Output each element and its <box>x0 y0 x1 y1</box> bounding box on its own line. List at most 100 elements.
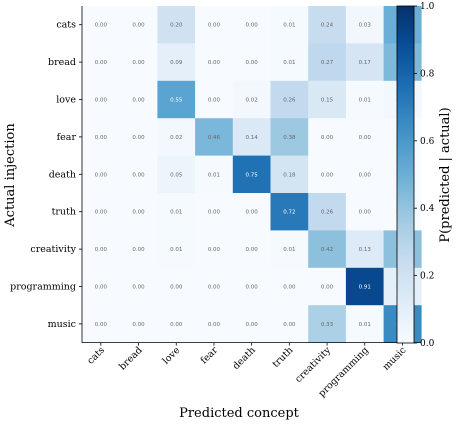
y-tick-label: fear <box>57 132 77 143</box>
heatmap-cell <box>119 230 158 269</box>
heatmap-cell <box>232 118 271 156</box>
heatmap-cell <box>232 6 271 44</box>
y-tick-label: cats <box>56 20 76 31</box>
heatmap-cell <box>270 118 309 156</box>
colorbar-tick-label: 0.0 <box>420 339 435 349</box>
heatmap-cell <box>345 230 384 269</box>
cell-value-label: 0.00 <box>95 135 108 141</box>
heatmap-cell <box>345 80 384 119</box>
x-tick-label: fear <box>199 345 221 367</box>
cell-value-label: 0.00 <box>246 285 259 291</box>
cell-value-label: 0.00 <box>132 60 145 66</box>
cell-value-label: 0.00 <box>132 247 145 253</box>
cell-value-label: 0.00 <box>359 172 372 178</box>
heatmap-cell <box>157 118 196 156</box>
cell-value-label: 0.00 <box>208 60 221 66</box>
heatmap-cells <box>81 6 422 344</box>
colorbar-gradient <box>396 5 415 344</box>
cell-value-label: 0.75 <box>246 172 259 178</box>
heatmap-cell <box>157 305 196 343</box>
heatmap-cell <box>82 43 120 82</box>
colorbar-tick-label: 0.4 <box>420 204 435 214</box>
colorbar-tick-label: 0.2 <box>420 272 434 282</box>
x-tick-label: bread <box>117 345 145 373</box>
heatmap-cell <box>308 118 347 156</box>
heatmap-cell <box>232 155 271 194</box>
x-tick-label: truth <box>270 345 295 370</box>
heatmap-cell <box>345 6 384 44</box>
cell-value-label: 0.00 <box>283 322 296 328</box>
heatmap-cell <box>345 305 384 343</box>
cell-value-label: 0.00 <box>132 135 145 141</box>
cell-value-label: 0.00 <box>246 23 259 29</box>
cell-value-label: 0.14 <box>246 135 259 141</box>
cell-value-label: 0.00 <box>132 322 145 328</box>
y-axis-title: Actual injection <box>3 123 18 228</box>
cell-value-label: 0.33 <box>321 322 334 328</box>
heatmap-cell <box>195 6 234 44</box>
heatmap-cell <box>232 230 271 269</box>
cell-value-label: 0.00 <box>132 210 145 216</box>
colorbar-title: P(predicted | actual) <box>438 107 453 242</box>
heatmap-cell <box>345 267 384 306</box>
heatmap-cell <box>157 267 196 306</box>
cell-value-label: 0.55 <box>170 98 183 104</box>
heatmap-cell <box>270 43 309 82</box>
cell-value-label: 0.00 <box>208 285 221 291</box>
cell-value-label: 0.00 <box>95 210 108 216</box>
heatmap-cell <box>82 267 120 306</box>
heatmap-cell <box>119 6 158 44</box>
heatmap-cell <box>308 267 347 306</box>
heatmap-cell <box>82 155 120 194</box>
cell-value-label: 0.20 <box>170 23 183 29</box>
heatmap-cell <box>195 118 234 156</box>
colorbar-tick-label: 1.0 <box>420 2 435 12</box>
heatmap-cell <box>157 6 196 44</box>
cell-value-label: 0.38 <box>283 135 296 141</box>
cell-value-label: 0.01 <box>359 322 371 328</box>
cell-value-label: 0.00 <box>246 322 259 328</box>
cell-value-label: 0.00 <box>132 98 145 104</box>
cell-value-label: 0.91 <box>359 285 371 291</box>
cell-value-label: 0.24 <box>321 23 334 29</box>
heatmap-cell <box>308 80 347 119</box>
cell-value-label: 0.00 <box>208 247 221 253</box>
heatmap-cell <box>82 305 120 343</box>
y-tick-label: bread <box>48 57 76 68</box>
cell-value-label: 0.00 <box>95 285 108 291</box>
heatmap-cell <box>82 80 120 119</box>
heatmap-cell <box>195 230 234 269</box>
cell-value-label: 0.00 <box>283 285 296 291</box>
cell-value-label: 0.00 <box>95 322 108 328</box>
heatmap-cell <box>195 80 234 119</box>
cell-value-label: 0.17 <box>359 60 372 66</box>
cell-value-label: 0.72 <box>283 210 295 216</box>
cell-value-label: 0.00 <box>359 135 372 141</box>
heatmap-cell <box>270 155 309 194</box>
cell-value-label: 0.46 <box>208 135 221 141</box>
cell-value-label: 0.00 <box>95 247 108 253</box>
heatmap-cell <box>270 193 309 231</box>
heatmap-cell <box>308 6 347 44</box>
x-tick-label: love <box>161 345 183 367</box>
cell-value-label: 0.00 <box>321 285 334 291</box>
heatmap-cell <box>345 43 384 82</box>
cell-value-label: 0.01 <box>208 172 220 178</box>
heatmap-cell <box>308 43 347 82</box>
heatmap-cell <box>82 193 120 231</box>
colorbar: 0.0 0.2 0.4 0.6 0.8 1.0 <box>396 2 435 349</box>
heatmap-cell <box>270 80 309 119</box>
heatmap-cell <box>119 43 158 82</box>
heatmap-cell <box>232 267 271 306</box>
heatmap-cell <box>232 43 271 82</box>
cell-value-label: 0.01 <box>283 247 295 253</box>
cell-value-label: 0.09 <box>170 60 183 66</box>
y-tick-label: love <box>56 95 76 106</box>
cell-value-label: 0.00 <box>95 172 108 178</box>
heatmap-cell <box>157 43 196 82</box>
cell-value-label: 0.00 <box>359 210 372 216</box>
y-tick-labels: cats bread love fear death truth creativity pro… <box>10 20 82 330</box>
cell-value-label: 0.00 <box>170 285 183 291</box>
cell-value-label: 0.00 <box>132 23 145 29</box>
